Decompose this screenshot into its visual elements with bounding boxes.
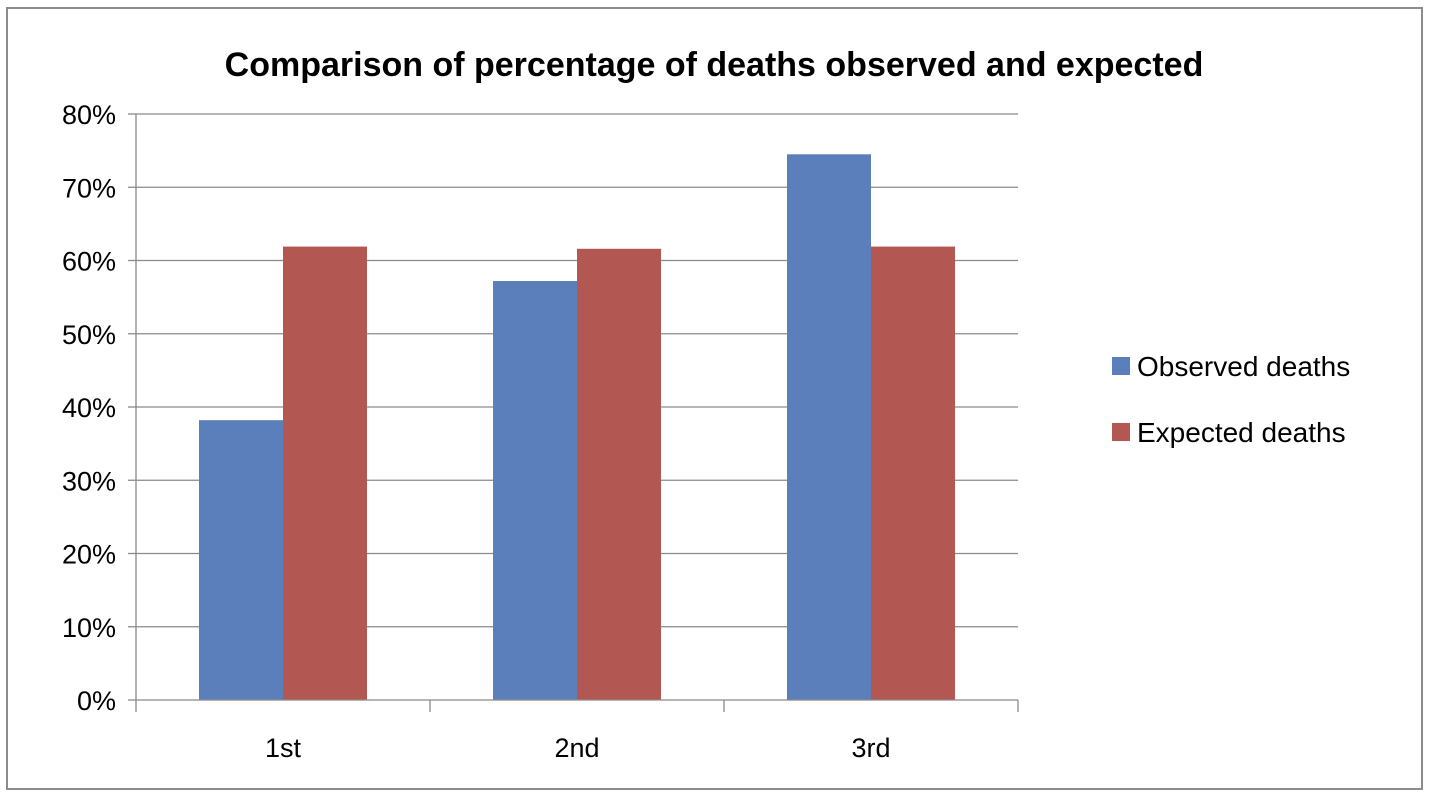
bar-expected-deaths-3rd <box>871 246 955 700</box>
bar-observed-deaths-1st <box>199 420 283 700</box>
bar-observed-deaths-3rd <box>787 154 871 701</box>
y-tick-label: 40% <box>62 393 116 423</box>
y-tick-label: 50% <box>62 320 116 350</box>
x-tick-label: 2nd <box>554 733 599 763</box>
bars <box>199 154 955 701</box>
y-tick-label: 60% <box>62 247 116 277</box>
legend-label: Observed deaths <box>1137 351 1350 382</box>
y-tick-label: 30% <box>62 466 116 496</box>
y-axis-tick-labels: 0% 10% 20% 30% 40% 50% 60% 70% 80% <box>62 100 116 716</box>
y-tick-label: 20% <box>62 540 116 570</box>
y-tick-label: 80% <box>62 100 116 130</box>
bar-observed-deaths-2nd <box>493 281 577 700</box>
y-tick-label: 0% <box>77 686 116 716</box>
bar-expected-deaths-2nd <box>577 248 661 700</box>
y-tick-label: 70% <box>62 173 116 203</box>
y-tick-label: 10% <box>62 613 116 643</box>
x-tick-label: 3rd <box>851 733 890 763</box>
chart-title: Comparison of percentage of deaths obser… <box>225 46 1204 84</box>
x-tick-label: 1st <box>265 733 302 763</box>
legend-swatch <box>1112 357 1130 375</box>
legend-label: Expected deaths <box>1137 417 1346 448</box>
x-axis-tick-labels: 1st 2nd 3rd <box>265 733 891 763</box>
legend-swatch <box>1112 423 1130 441</box>
axes <box>128 113 1019 712</box>
bar-expected-deaths-1st <box>283 246 367 700</box>
legend: Observed deaths Expected deaths <box>1112 351 1350 448</box>
